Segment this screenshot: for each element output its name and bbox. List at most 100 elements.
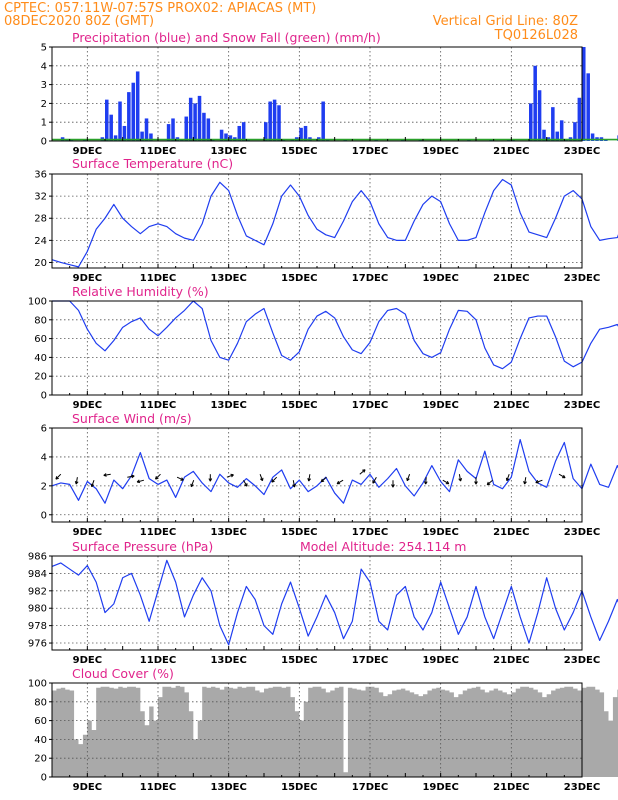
precip-bar (228, 135, 233, 141)
x-tick-label: 17DEC (352, 782, 388, 793)
x-tick-label: 15DEC (281, 782, 317, 793)
wind-arrow (307, 474, 311, 482)
x-tick-label: 13DEC (210, 655, 246, 666)
x-tick-label: 23DEC (564, 527, 600, 538)
x-tick-label: 13DEC (210, 273, 246, 284)
y-tick-label: 978 (28, 621, 47, 632)
precip-bar (272, 99, 277, 141)
grid-humidity (52, 301, 582, 395)
precip-bar (105, 99, 109, 141)
x-tick-label: 19DEC (422, 273, 458, 284)
x-tick-label: 9DEC (73, 273, 102, 284)
wind-arrow (558, 473, 566, 479)
precip-bar (582, 47, 586, 141)
x-tick-label: 15DEC (281, 400, 317, 411)
precip-bar (551, 107, 555, 141)
wind-arrow (372, 476, 377, 484)
grid-cloud (52, 683, 582, 777)
precip-bar (118, 101, 122, 141)
precip-bar (131, 82, 136, 141)
x-tick-label: 9DEC (73, 655, 102, 666)
precip-bar (113, 135, 118, 141)
precip-bar (529, 103, 533, 141)
y-tick-label: 0 (41, 137, 47, 148)
precip-bar (299, 127, 303, 141)
wind-arrow (336, 479, 344, 485)
x-tick-label: 23DEC (564, 782, 600, 793)
y-tick-label: 100 (28, 679, 47, 690)
precip-bar (303, 125, 308, 141)
precip-bar (533, 65, 537, 141)
x-tick-label: 23DEC (564, 273, 600, 284)
panel-annotation-pressure: Model Altitude: 254.114 m (300, 539, 466, 554)
precip-bar (555, 131, 560, 141)
x-tick-label: 11DEC (140, 655, 176, 666)
x-tick-label: 9DEC (73, 400, 102, 411)
y-tick-label: 100 (28, 297, 47, 308)
wind-arrow (243, 479, 248, 487)
wind-line (51, 438, 618, 504)
precip-bar (537, 90, 542, 141)
precip-bar (264, 122, 268, 141)
precip-bar (135, 71, 140, 141)
header-model-code: TQ0126L028 (494, 28, 578, 43)
wind-arrow (127, 474, 135, 479)
x-tick-label: 15DEC (281, 146, 317, 157)
x-tick-label: 15DEC (281, 527, 317, 538)
x-tick-label: 21DEC (493, 273, 529, 284)
precip-bar (193, 103, 197, 141)
precip-bar (577, 97, 582, 141)
precip-bar (321, 101, 325, 141)
y-tick-label: 32 (34, 192, 47, 203)
y-tick-label: 20 (34, 372, 47, 383)
x-tick-label: 15DEC (281, 273, 317, 284)
y-tick-label: 1 (41, 118, 47, 129)
precip-bar (166, 124, 171, 141)
precip-bar (171, 118, 175, 141)
precip-bar (224, 133, 228, 141)
x-tick-label: 21DEC (493, 782, 529, 793)
cloud-cover-area (52, 685, 618, 777)
wind-arrow (474, 477, 478, 485)
y-tick-label: 28 (34, 214, 47, 225)
x-tick-label: 13DEC (210, 527, 246, 538)
x-tick-label: 19DEC (422, 400, 458, 411)
precip-bar (206, 118, 211, 141)
precip-bar (277, 105, 281, 141)
panel-title-humidity: Relative Humidity (%) (72, 284, 209, 299)
precip-bar (122, 125, 127, 141)
panel-title-temperature: Surface Temperature (nC) (72, 156, 233, 171)
y-tick-label: 984 (28, 569, 47, 580)
x-tick-label: 19DEC (422, 782, 458, 793)
precip-bar (109, 114, 113, 141)
grid-temperature (52, 174, 582, 268)
panel-humidity: Relative Humidity (%) 0 20 40 60 80 100 9DEC 11D… (28, 284, 618, 411)
x-tick-label: 17DEC (352, 400, 388, 411)
x-tick-label: 17DEC (352, 146, 388, 157)
x-tick-label: 11DEC (140, 527, 176, 538)
wind-arrow (136, 479, 145, 484)
wind-arrow (271, 476, 278, 483)
header-vertical-grid: Vertical Grid Line: 80Z (433, 14, 578, 29)
x-tick-label: 21DEC (493, 146, 529, 157)
precip-bar (188, 97, 193, 141)
y-tick-label: 3 (41, 80, 47, 91)
precip-bar (586, 73, 590, 141)
panel-title-precip: Precipitation (blue) and Snow Fall (gree… (72, 30, 381, 45)
precip-bar (184, 116, 189, 141)
wind-arrow (423, 477, 428, 485)
y-tick-label: 5 (41, 43, 47, 54)
y-tick-label: 0 (41, 773, 47, 784)
y-tick-label: 80 (34, 315, 47, 326)
precip-bar (573, 122, 577, 141)
y-tick-label: 24 (34, 236, 47, 247)
y-tick-label: 60 (34, 716, 47, 727)
wind-arrow (505, 474, 510, 482)
wind-arrow (190, 480, 195, 488)
x-tick-label: 11DEC (140, 273, 176, 284)
y-tick-label: 982 (28, 586, 47, 597)
header-station: CPTEC: 057:11W-07:57S PROX02: APIACAS (M… (4, 1, 316, 16)
wind-arrow (458, 474, 463, 482)
x-tick-label: 13DEC (210, 146, 246, 157)
x-tick-label: 23DEC (564, 146, 600, 157)
